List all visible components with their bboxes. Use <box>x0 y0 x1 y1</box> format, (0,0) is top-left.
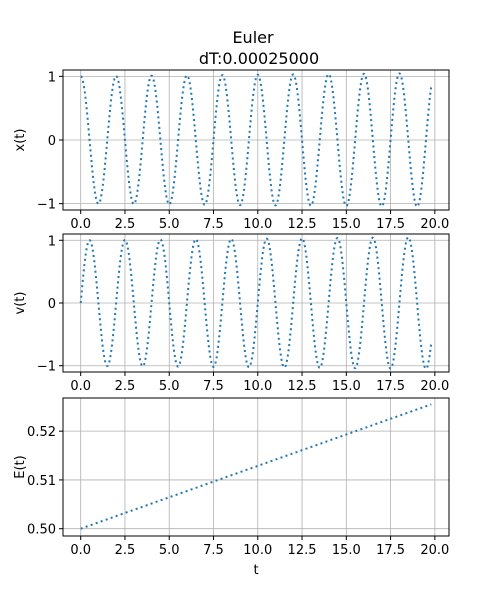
position-ytick-label: 1 <box>48 70 56 85</box>
velocity-xtick-label: 10.0 <box>243 379 272 394</box>
subplot-energy: 0.0 2.5 5.0 7.5 10.0 12.5 15.0 17.5 20.0 0.50 0.51… <box>13 398 449 558</box>
energy-xtick-label: 7.5 <box>203 543 224 558</box>
velocity-xtick-label: 5.0 <box>159 379 180 394</box>
velocity-xtick-label: 0.0 <box>70 379 91 394</box>
energy-xtick-label: 20.0 <box>420 543 449 558</box>
velocity-y-axis-label: v(t) <box>13 292 28 315</box>
position-xtick-label: 20.0 <box>420 217 449 232</box>
velocity-xtick-label: 15.0 <box>332 379 361 394</box>
position-xtick-label: 17.5 <box>376 217 405 232</box>
velocity-ytick-label: −1 <box>37 360 56 375</box>
position-xtick-label: 7.5 <box>203 217 224 232</box>
subplot-position: 0.0 2.5 5.0 7.5 10.0 12.5 15.0 17.5 20.0 −1 0 1 x(t) <box>13 70 449 232</box>
velocity-ytick-label: 0 <box>48 297 56 312</box>
energy-xtick-label: 2.5 <box>115 543 136 558</box>
position-xtick-label: 2.5 <box>115 217 136 232</box>
subplot-velocity: 0.0 2.5 5.0 7.5 10.0 12.5 15.0 17.5 20.0 −1 0 1 v(t) <box>13 234 449 394</box>
position-xtick-label: 10.0 <box>243 217 272 232</box>
position-ytick-label: 0 <box>48 134 56 149</box>
chart-title-line1: Euler <box>232 28 274 47</box>
velocity-ytick-label: 1 <box>48 234 56 249</box>
energy-xtick-label: 0.0 <box>70 543 91 558</box>
x-axis-label: t <box>253 563 258 578</box>
velocity-xtick-label: 2.5 <box>115 379 136 394</box>
energy-y-axis-label: E(t) <box>13 455 28 478</box>
velocity-xtick-label: 20.0 <box>420 379 449 394</box>
energy-xtick-label: 15.0 <box>332 543 361 558</box>
position-xtick-label: 15.0 <box>332 217 361 232</box>
energy-xtick-label: 17.5 <box>376 543 405 558</box>
position-xtick-label: 0.0 <box>70 217 91 232</box>
energy-ytick-label: 0.50 <box>27 523 56 538</box>
position-xtick-label: 5.0 <box>159 217 180 232</box>
energy-xtick-label: 12.5 <box>288 543 317 558</box>
position-ytick-label: −1 <box>37 198 56 213</box>
velocity-xtick-label: 17.5 <box>376 379 405 394</box>
position-y-axis-label: x(t) <box>13 129 28 152</box>
energy-xtick-label: 10.0 <box>243 543 272 558</box>
position-xtick-label: 12.5 <box>288 217 317 232</box>
energy-series-line <box>81 404 432 528</box>
energy-ytick-label: 0.51 <box>27 474 56 489</box>
energy-ytick-label: 0.52 <box>27 425 56 440</box>
chart-title-line2: dT:0.00025000 <box>199 49 319 68</box>
velocity-xtick-label: 12.5 <box>288 379 317 394</box>
energy-xtick-label: 5.0 <box>159 543 180 558</box>
velocity-xtick-label: 7.5 <box>203 379 224 394</box>
